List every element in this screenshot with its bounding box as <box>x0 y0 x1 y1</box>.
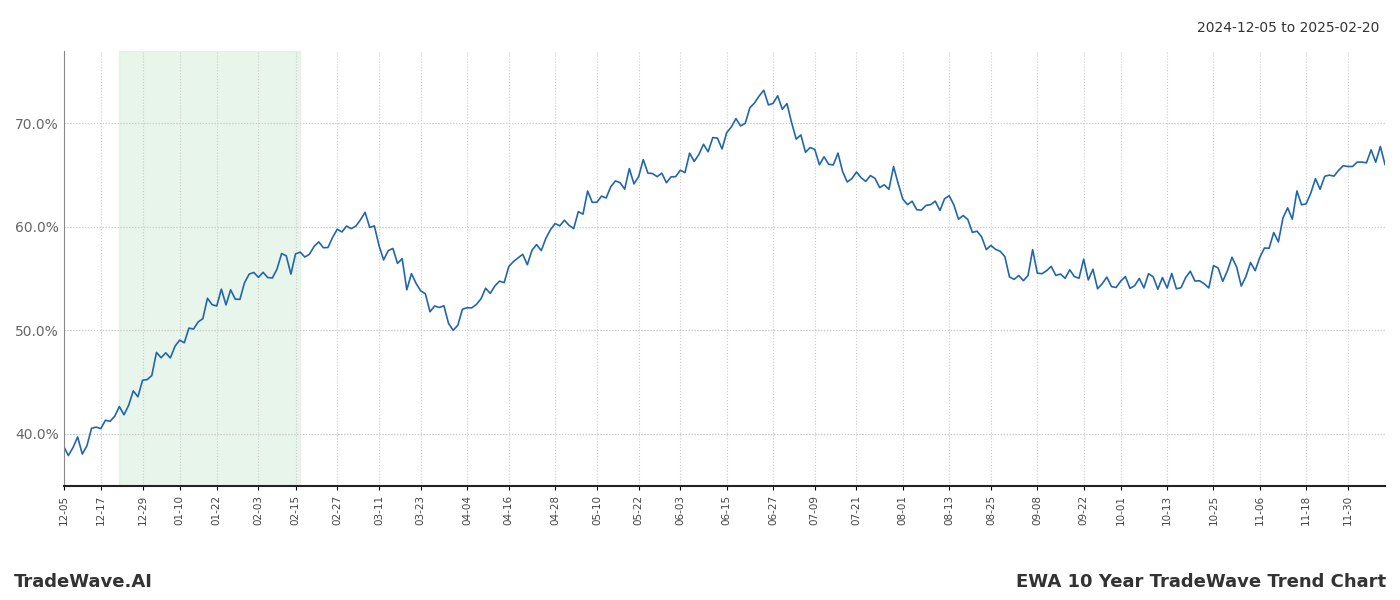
Bar <box>119 51 300 486</box>
Text: TradeWave.AI: TradeWave.AI <box>14 573 153 591</box>
Text: EWA 10 Year TradeWave Trend Chart: EWA 10 Year TradeWave Trend Chart <box>1016 573 1386 591</box>
Text: 2024-12-05 to 2025-02-20: 2024-12-05 to 2025-02-20 <box>1197 21 1379 35</box>
